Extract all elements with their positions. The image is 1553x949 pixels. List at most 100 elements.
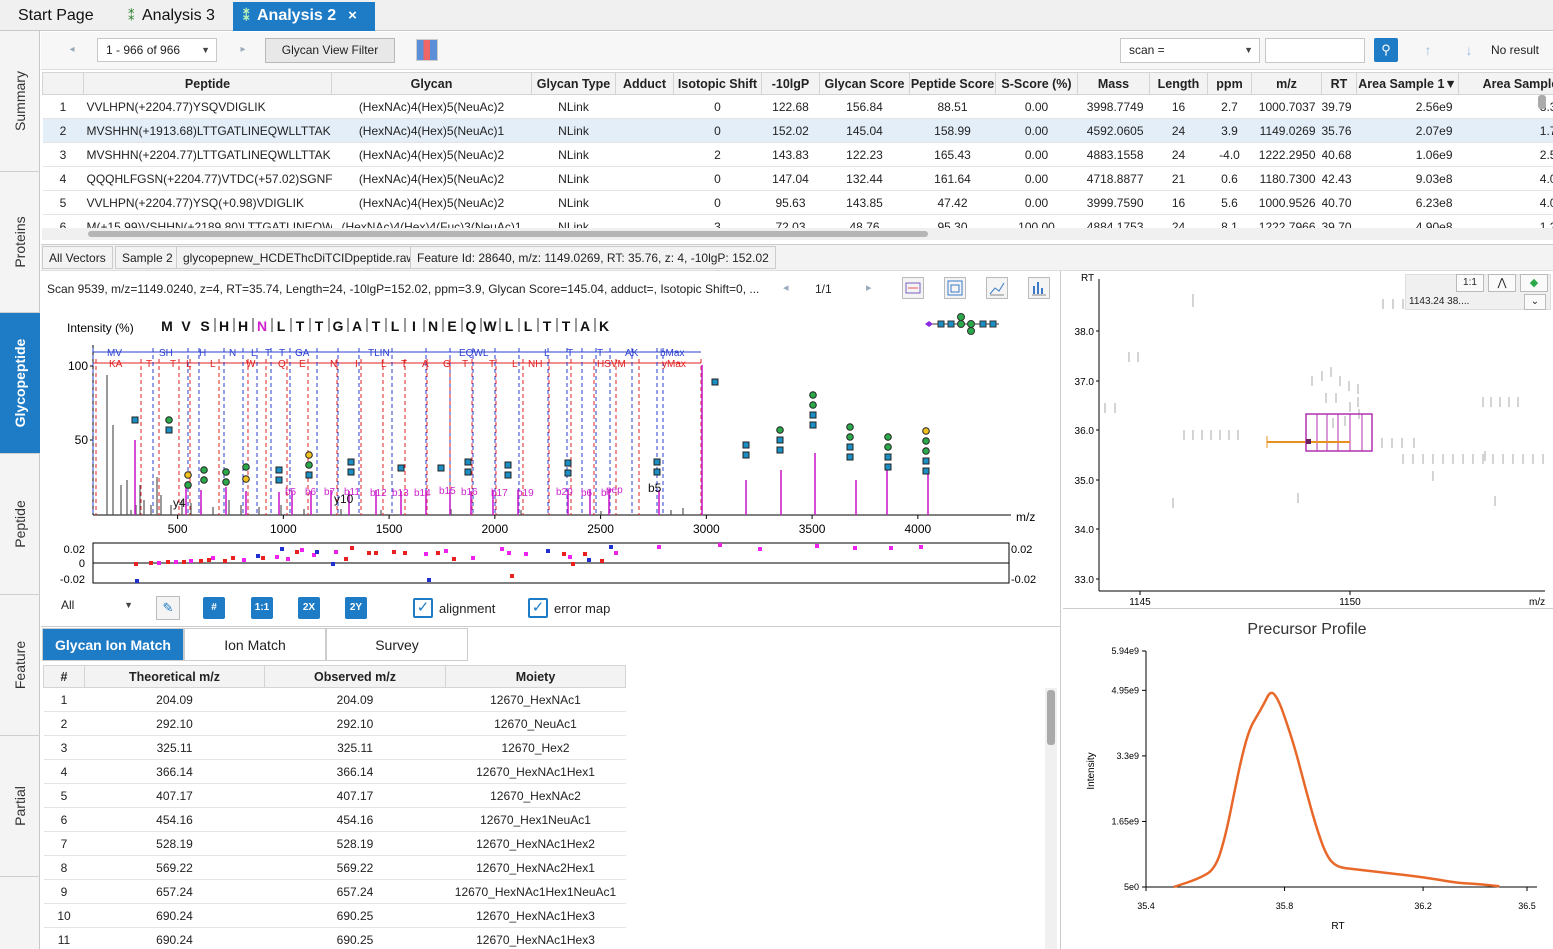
- column-header[interactable]: S-Score (%): [995, 72, 1078, 95]
- peak-shape-icon[interactable]: ⋀: [1488, 274, 1516, 292]
- breadcrumb-raw-file[interactable]: glycopepnew_HCDEThcDiTCIDpeptide.raw: [176, 246, 423, 269]
- column-header[interactable]: Adduct: [615, 72, 674, 95]
- export-icon[interactable]: [902, 277, 924, 299]
- tab-analysis-3[interactable]: ⁑ Analysis 3: [118, 2, 230, 31]
- table-row[interactable]: 5 VVLHPN(+2204.77)YSQ(+0.98)VDIGLIK (HexNA…: [42, 190, 1553, 215]
- tab-analysis-2[interactable]: ⁑ Analysis 2 ×: [233, 2, 375, 31]
- ratio-1-1-button[interactable]: 1:1: [251, 597, 273, 619]
- zoom-2y-button[interactable]: 2Y: [345, 597, 367, 619]
- column-header[interactable]: Length: [1149, 72, 1208, 95]
- ion-table-row[interactable]: 3 325.11 325.11 12670_Hex2: [43, 735, 626, 760]
- breadcrumb-feature[interactable]: Feature Id: 28640, m/z: 1149.0269, RT: 3…: [410, 246, 776, 269]
- ion-table-row[interactable]: 10 690.24 690.25 12670_HexNAc1Hex3: [43, 903, 626, 928]
- table-row[interactable]: 6 M(+15.99)VSHHN(+2189.80)LTTGATLINEQW...…: [42, 214, 1553, 228]
- table-cell: 0: [673, 94, 762, 119]
- ion-table-row[interactable]: 2 292.10 292.10 12670_NeuAc1: [43, 711, 626, 736]
- side-tab-glycopeptide[interactable]: Glycopeptide: [0, 313, 40, 454]
- alignment-checkbox[interactable]: ✓: [413, 598, 433, 618]
- table-row[interactable]: 2 MVSHHN(+1913.68)LTTGATLINEQWLLTTAK (HexN…: [42, 118, 1553, 143]
- tab-ion-match[interactable]: Ion Match: [184, 628, 326, 661]
- tab-survey[interactable]: Survey: [326, 628, 468, 661]
- ion-table-row[interactable]: 7 528.19 528.19 12670_HexNAc1Hex2: [43, 831, 626, 856]
- hexnac-square: [742, 441, 750, 449]
- column-header[interactable]: RT: [1321, 72, 1357, 95]
- table-cell: 1.06e9: [1356, 142, 1459, 167]
- side-tab-peptide[interactable]: Peptide: [0, 454, 40, 595]
- scrollbar-thumb[interactable]: [88, 231, 928, 237]
- column-chooser-icon[interactable]: [416, 39, 438, 61]
- ion-table-row[interactable]: 5 407.17 407.17 12670_HexNAc2: [43, 783, 626, 808]
- breadcrumb-all-vectors[interactable]: All Vectors: [42, 246, 113, 269]
- feature-heatmap-plot[interactable]: RT m/z 38.0 37.0 36.0 35.0 34.0 33.0 1145 1150: [1063, 271, 1553, 609]
- wrench-icon[interactable]: ✎: [156, 596, 180, 620]
- bar-chart-icon[interactable]: [1028, 277, 1050, 299]
- side-tab-feature[interactable]: Feature: [0, 595, 40, 736]
- column-header[interactable]: Glycan: [331, 72, 532, 95]
- ion-table-row[interactable]: 4 366.14 366.14 12670_HexNAc1Hex1: [43, 759, 626, 784]
- ion-table-scrollbar[interactable]: [1045, 688, 1057, 949]
- precursor-profile-chart[interactable]: Precursor Profile 35.4 35.8 36.2 36.5 5.94e9…: [1063, 611, 1553, 949]
- ion-table-row[interactable]: 1 204.09 204.09 12670_HexNAc1: [43, 687, 626, 712]
- page-range-select[interactable]: 1 - 966 of 966 ▼: [97, 38, 217, 62]
- glycan-view-filter-button[interactable]: Glycan View Filter: [265, 38, 395, 63]
- zoom-2x-button[interactable]: 2X: [298, 597, 320, 619]
- column-header[interactable]: Theoretical m/z: [84, 665, 265, 688]
- table-row[interactable]: 1 VVLHPN(+2204.77)YSQVDIGLIK (HexNAc)4(Hex…: [42, 94, 1553, 119]
- column-header[interactable]: Observed m/z: [264, 665, 446, 688]
- column-header[interactable]: [42, 72, 84, 95]
- column-header[interactable]: Glycan Type: [531, 72, 616, 95]
- error-map-checkbox[interactable]: ✓: [528, 598, 548, 618]
- table-row[interactable]: 4 QQQHLFGSN(+2204.77)VTDC(+57.02)SGNF...(…: [42, 166, 1553, 191]
- heatmap-ratio-button[interactable]: 1:1: [1456, 274, 1484, 292]
- column-header[interactable]: Mass: [1077, 72, 1150, 95]
- sequence-residue: T: [372, 318, 381, 334]
- ion-filter-select[interactable]: All ▼: [53, 594, 139, 617]
- window-icon[interactable]: [944, 277, 966, 299]
- search-input[interactable]: [1265, 38, 1365, 63]
- ion-table-row[interactable]: 11 690.24 690.25 12670_HexNAc1Hex3: [43, 927, 626, 949]
- collapse-icon[interactable]: ⌄: [1524, 294, 1546, 310]
- column-header[interactable]: -10lgP: [761, 72, 820, 95]
- tab-start-page[interactable]: Start Page: [8, 2, 113, 31]
- prev-page-icon[interactable]: ◂: [69, 44, 75, 55]
- search-icon[interactable]: ⚲: [1374, 38, 1398, 62]
- tab-glycan-ion-match[interactable]: Glycan Ion Match: [42, 628, 184, 661]
- arrow-down-icon[interactable]: ↓: [1465, 42, 1473, 58]
- ion-table-row[interactable]: 8 569.22 569.22 12670_HexNAc2Hex1: [43, 855, 626, 880]
- next-page-icon[interactable]: ▸: [240, 44, 246, 55]
- arrow-up-icon[interactable]: ↑: [1424, 42, 1432, 58]
- column-header[interactable]: Moiety: [445, 665, 626, 688]
- next-scan-icon[interactable]: ▸: [866, 282, 872, 294]
- column-header[interactable]: m/z: [1251, 72, 1322, 95]
- column-header[interactable]: Area Sample 1▼: [1356, 72, 1459, 95]
- line-chart-icon[interactable]: [986, 277, 1008, 299]
- layers-icon[interactable]: ◆: [1520, 274, 1548, 292]
- column-header[interactable]: Isotopic Shift: [673, 72, 762, 95]
- side-tab-proteins[interactable]: Proteins: [0, 172, 40, 313]
- side-tab-partial[interactable]: Partial: [0, 736, 40, 877]
- column-header[interactable]: Area Sample: [1458, 72, 1553, 95]
- vertical-scrollbar-thumb[interactable]: [1538, 95, 1546, 109]
- side-tab-summary[interactable]: Summary: [0, 31, 40, 172]
- column-header[interactable]: Peptide Score: [909, 72, 996, 95]
- y-tick-label: 35.0: [1075, 476, 1095, 487]
- breadcrumb-sample[interactable]: Sample 2: [115, 246, 180, 269]
- column-header[interactable]: Peptide: [83, 72, 332, 95]
- column-header[interactable]: ppm: [1207, 72, 1252, 95]
- error-point: [889, 546, 893, 550]
- search-field-select[interactable]: scan = ▼: [1120, 38, 1260, 63]
- x-tick-label: 36.2: [1414, 901, 1432, 911]
- ion-table-row[interactable]: 6 454.16 454.16 12670_Hex1NeuAc1: [43, 807, 626, 832]
- column-header[interactable]: Glycan Score: [819, 72, 910, 95]
- scrollbar-thumb[interactable]: [1047, 690, 1055, 745]
- hash-button[interactable]: #: [203, 597, 225, 619]
- column-header[interactable]: #: [43, 665, 85, 688]
- close-icon[interactable]: ×: [348, 7, 357, 24]
- table-cell: 48.76: [819, 214, 910, 228]
- table-row[interactable]: 3 MVSHHN(+2204.77)LTTGATLINEQWLLTTAK (HexN…: [42, 142, 1553, 167]
- ion-table-row[interactable]: 9 657.24 657.24 12670_HexNAc1Hex1NeuAc1: [43, 879, 626, 904]
- feature-box[interactable]: [1305, 413, 1373, 452]
- horizontal-scrollbar[interactable]: [42, 228, 1553, 240]
- prev-scan-icon[interactable]: ◂: [783, 282, 789, 294]
